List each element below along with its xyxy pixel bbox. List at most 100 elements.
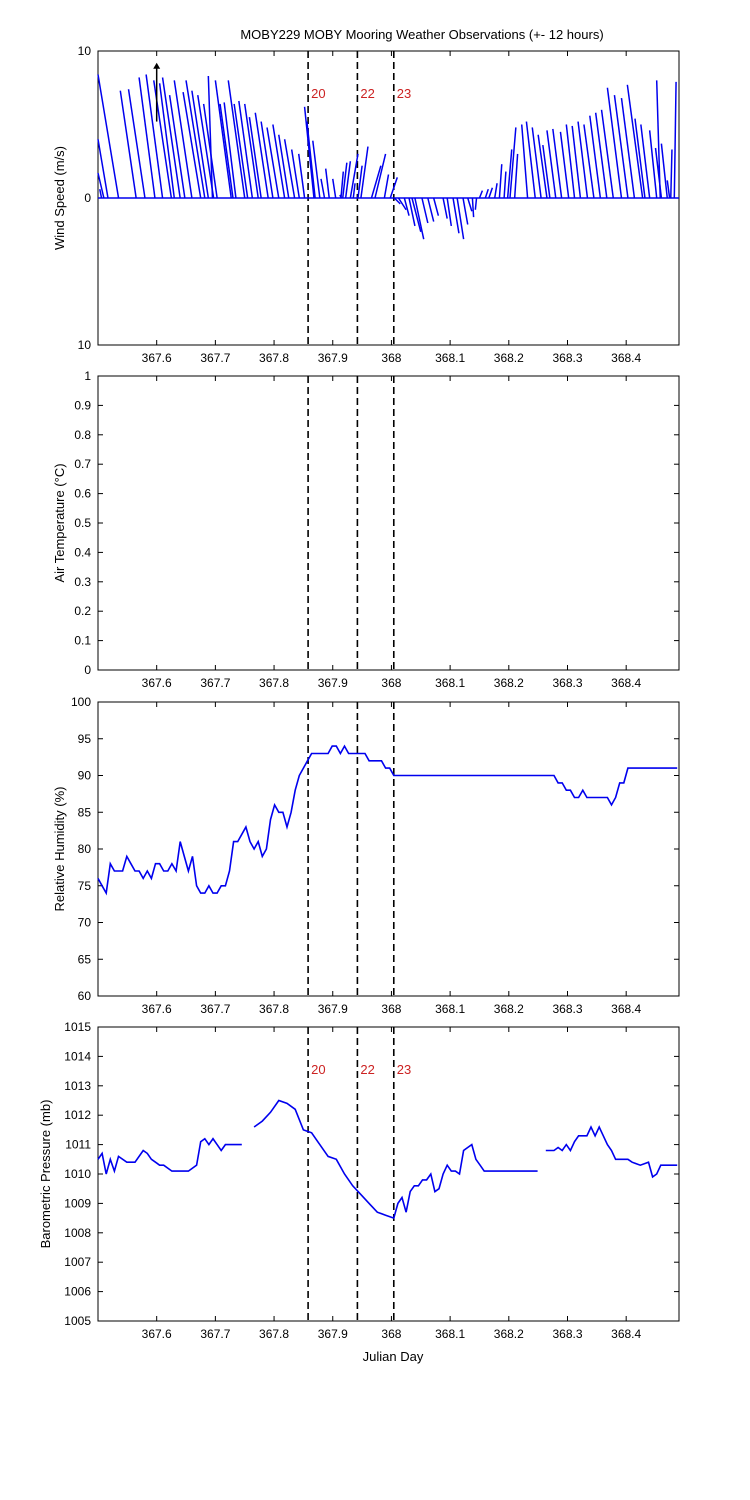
x-tick-label: 368.3 bbox=[552, 351, 582, 365]
wind-vector bbox=[571, 125, 582, 199]
wind-vector bbox=[312, 140, 321, 199]
wind-vector bbox=[344, 161, 352, 199]
event-marker-label: 22 bbox=[360, 1062, 374, 1077]
wind-vector bbox=[349, 153, 359, 199]
y-tick-label: 65 bbox=[78, 952, 92, 966]
wind-vector bbox=[432, 197, 440, 216]
wind-vector bbox=[145, 74, 164, 199]
wind-vector bbox=[577, 121, 589, 199]
wind-vector bbox=[227, 80, 246, 199]
x-tick-label: 367.6 bbox=[142, 1002, 172, 1016]
wind-vector bbox=[297, 153, 306, 199]
wind-vector bbox=[214, 80, 232, 199]
wind-vector bbox=[408, 197, 416, 227]
x-tick-label: 368.1 bbox=[435, 1327, 465, 1341]
y-tick-label: 1014 bbox=[64, 1049, 91, 1063]
wind-vector bbox=[620, 97, 636, 199]
wind-vector bbox=[219, 103, 234, 199]
x-tick-label: 368.4 bbox=[611, 1327, 641, 1341]
wind-vector bbox=[503, 171, 507, 199]
wind-vector bbox=[341, 162, 348, 199]
wind-vector bbox=[655, 80, 661, 199]
wind-vector bbox=[670, 149, 673, 199]
y-tick-label: 0 bbox=[84, 191, 91, 205]
x-tick-label: 368 bbox=[381, 351, 401, 365]
y-tick-label: 0.5 bbox=[74, 516, 91, 530]
wind-vector bbox=[546, 130, 557, 199]
x-tick-label: 368.2 bbox=[494, 676, 524, 690]
x-tick-label: 367.9 bbox=[318, 1327, 348, 1341]
wind-vector bbox=[474, 197, 478, 210]
wind-vector bbox=[383, 174, 390, 199]
x-tick-label: 367.8 bbox=[259, 351, 289, 365]
x-tick-label: 368.1 bbox=[435, 1002, 465, 1016]
y-tick-label: 1008 bbox=[64, 1226, 91, 1240]
y-tick-label: 1010 bbox=[64, 1167, 91, 1181]
y-tick-label: 1011 bbox=[65, 1138, 91, 1152]
wind-vector bbox=[360, 146, 369, 199]
y-axis-label: Air Temperature (°C) bbox=[52, 463, 67, 582]
wind-vector bbox=[138, 77, 156, 199]
y-tick-label: 0.4 bbox=[74, 545, 91, 559]
wind-vector bbox=[478, 190, 484, 199]
y-tick-label: 70 bbox=[78, 916, 92, 930]
y-tick-label: 1 bbox=[84, 369, 91, 383]
wind-vector bbox=[352, 183, 356, 199]
wind-vector bbox=[520, 124, 529, 199]
y-tick-label: 60 bbox=[78, 989, 92, 1003]
x-tick-label: 368.4 bbox=[611, 351, 641, 365]
figure-title: MOBY229 MOBY Mooring Weather Observation… bbox=[240, 27, 603, 42]
x-tick-label: 367.7 bbox=[200, 1327, 230, 1341]
wind-vector bbox=[389, 177, 399, 199]
wind-vector bbox=[266, 127, 280, 199]
y-tick-label: 90 bbox=[78, 769, 92, 783]
wind-vector bbox=[626, 84, 644, 199]
plot-frame bbox=[97, 701, 680, 997]
x-tick-label: 367.9 bbox=[318, 351, 348, 365]
wind-vector bbox=[233, 103, 249, 199]
y-tick-label: 100 bbox=[71, 695, 91, 709]
wind-vector bbox=[97, 74, 120, 199]
y-tick-label: 1015 bbox=[64, 1020, 91, 1034]
x-tick-label: 368.2 bbox=[494, 351, 524, 365]
wind-vector bbox=[283, 139, 296, 199]
wind-vector bbox=[272, 124, 286, 199]
wind-vector bbox=[589, 115, 602, 199]
y-tick-label: 1012 bbox=[64, 1108, 91, 1122]
y-tick-label: 0 bbox=[84, 663, 91, 677]
wind-vector bbox=[484, 188, 489, 199]
x-tick-label: 368.1 bbox=[435, 351, 465, 365]
wind-vector bbox=[223, 102, 237, 199]
y-tick-label: 1005 bbox=[64, 1314, 91, 1328]
wind-vector bbox=[648, 130, 658, 199]
barometric_pressure-line bbox=[545, 1125, 678, 1179]
wind-vector bbox=[531, 127, 542, 199]
wind-vector bbox=[552, 128, 563, 199]
wind-vector bbox=[509, 127, 517, 199]
wind-vector bbox=[324, 168, 330, 199]
x-tick-label: 367.8 bbox=[259, 1327, 289, 1341]
x-tick-label: 368.3 bbox=[552, 1327, 582, 1341]
wind-vector bbox=[613, 95, 629, 199]
x-tick-label: 368.3 bbox=[552, 676, 582, 690]
event-marker-label: 23 bbox=[397, 1062, 411, 1077]
wind-vector bbox=[537, 134, 548, 199]
y-tick-label: 10 bbox=[78, 44, 92, 58]
y-tick-label: 0.8 bbox=[74, 428, 91, 442]
wind-vector bbox=[506, 149, 513, 199]
y-tick-label: 0.6 bbox=[74, 487, 91, 501]
y-tick-label: 10 bbox=[78, 338, 92, 352]
event-marker-label: 20 bbox=[311, 86, 325, 101]
relative-humidity-panel: 367.6 367.7 367.8 367.9 368 368.1 368.2 368.3 36… bbox=[52, 695, 680, 1016]
wind-vector bbox=[238, 100, 254, 199]
wind-vector bbox=[471, 197, 475, 218]
x-tick-label: 368 bbox=[381, 1002, 401, 1016]
wind-vector bbox=[446, 197, 453, 227]
x-tick-label: 368.4 bbox=[611, 1002, 641, 1016]
x-tick-label: 368 bbox=[381, 676, 401, 690]
x-tick-label: 367.7 bbox=[200, 1002, 230, 1016]
y-tick-label: 1009 bbox=[64, 1196, 91, 1210]
y-tick-label: 0.3 bbox=[74, 575, 91, 589]
wind-vector bbox=[254, 112, 269, 199]
